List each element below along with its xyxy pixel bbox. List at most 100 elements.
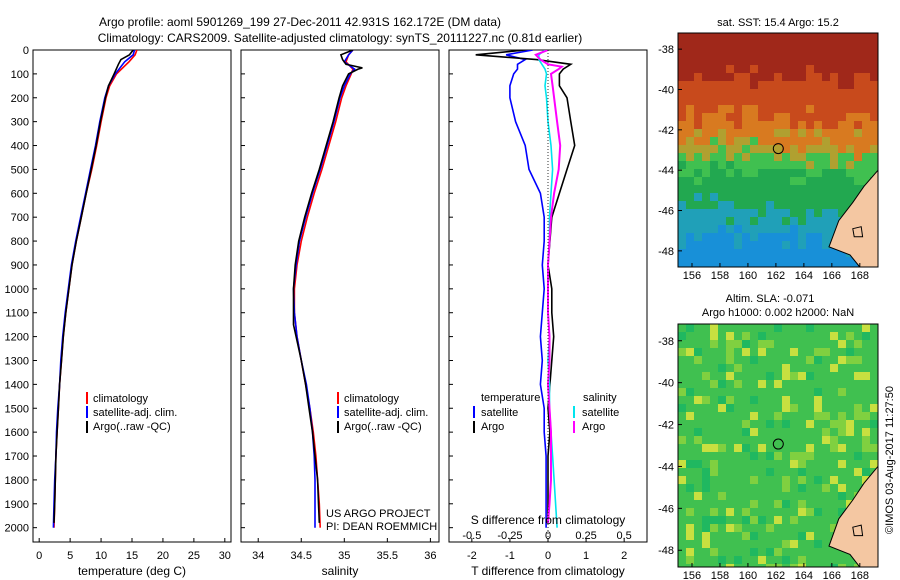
map-cell: [798, 169, 807, 178]
map-cell: [814, 500, 823, 509]
map-cell: [758, 460, 767, 469]
map-cell: [774, 81, 783, 90]
map-cell: [798, 500, 807, 509]
map-cell: [678, 193, 687, 202]
map-cell: [854, 49, 863, 58]
map-cell: [718, 364, 727, 373]
map-cell: [766, 225, 775, 234]
map-cell: [798, 356, 807, 365]
lat-tick-label: -44: [658, 461, 674, 473]
map-cell: [830, 556, 839, 565]
map-cell: [726, 225, 735, 234]
map-cell: [718, 564, 727, 567]
x-top-tick-label: 0.25: [575, 530, 596, 542]
map-cell: [742, 201, 751, 210]
map-cell: [854, 356, 863, 365]
map-cell: [686, 241, 695, 250]
map-cell: [726, 428, 735, 437]
map-cell: [734, 89, 743, 98]
map-cell: [766, 121, 775, 130]
map-cell: [862, 97, 871, 106]
map-cell: [838, 420, 847, 429]
map-cell: [718, 444, 727, 453]
map-cell: [806, 185, 815, 194]
map-cell: [846, 137, 855, 146]
map-cell: [726, 388, 735, 397]
map-cell: [774, 404, 783, 413]
map-cell: [742, 404, 751, 413]
map-cell: [750, 249, 759, 258]
map-cell: [774, 57, 783, 66]
map-cell: [806, 41, 815, 50]
temperature-plot-area: [52, 50, 138, 528]
map-cell: [742, 57, 751, 66]
map-cell: [798, 121, 807, 130]
map-cell: [782, 332, 791, 341]
map-cell: [694, 388, 703, 397]
map-cell: [854, 460, 863, 469]
map-cell: [862, 428, 871, 437]
map-cell: [774, 540, 783, 549]
lat-tick-label: -38: [658, 336, 674, 348]
map-cell: [830, 49, 839, 58]
map-cell: [694, 524, 703, 533]
map-cell: [822, 177, 831, 186]
map-cell: [782, 233, 791, 242]
map-cell: [806, 372, 815, 381]
map-cell: [790, 388, 799, 397]
map-cell: [702, 121, 711, 130]
map-cell: [830, 201, 839, 210]
map-cell: [766, 332, 775, 341]
map-cell: [686, 33, 695, 42]
map-cell: [750, 548, 759, 557]
map-cell: [758, 548, 767, 557]
map-cell: [710, 332, 719, 341]
map-cell: [750, 97, 759, 106]
map-cell: [822, 241, 831, 250]
map-cell: [806, 548, 815, 557]
map-cell: [758, 532, 767, 541]
map-cell: [766, 177, 775, 186]
map-cell: [814, 185, 823, 194]
map-cell: [822, 33, 831, 42]
map-cell: [830, 428, 839, 437]
map-cell: [838, 412, 847, 421]
map-cell: [726, 532, 735, 541]
map-cell: [790, 436, 799, 445]
map-cell: [734, 484, 743, 493]
map-cell: [710, 105, 719, 114]
map-cell: [798, 444, 807, 453]
map-cell: [838, 121, 847, 130]
map-cell: [822, 436, 831, 445]
map-cell: [798, 241, 807, 250]
map-cell: [870, 380, 878, 389]
map-cell: [742, 348, 751, 357]
map-cell: [742, 484, 751, 493]
map-cell: [702, 492, 711, 501]
map-cell: [806, 332, 815, 341]
map-cell: [862, 89, 871, 98]
map-cell: [822, 233, 831, 242]
map-cell: [830, 372, 839, 381]
map-cell: [734, 193, 743, 202]
map-cell: [870, 161, 878, 170]
map-cell: [678, 540, 687, 549]
map-cell: [830, 364, 839, 373]
map-cell: [838, 548, 847, 557]
map-cell: [750, 532, 759, 541]
map-cell: [790, 516, 799, 525]
map-cell: [710, 444, 719, 453]
map-cell: [798, 193, 807, 202]
map-cell: [814, 241, 823, 250]
map-cell: [846, 81, 855, 90]
map-cell: [718, 225, 727, 234]
map-cell: [846, 105, 855, 114]
map-cell: [830, 340, 839, 349]
map-cell: [774, 428, 783, 437]
map-cell: [758, 153, 767, 162]
depth-tick-label: 1200: [5, 332, 29, 344]
lon-tick-label: 162: [767, 270, 785, 282]
map-cell: [854, 137, 863, 146]
map-cell: [710, 153, 719, 162]
map-cell: [814, 145, 823, 154]
